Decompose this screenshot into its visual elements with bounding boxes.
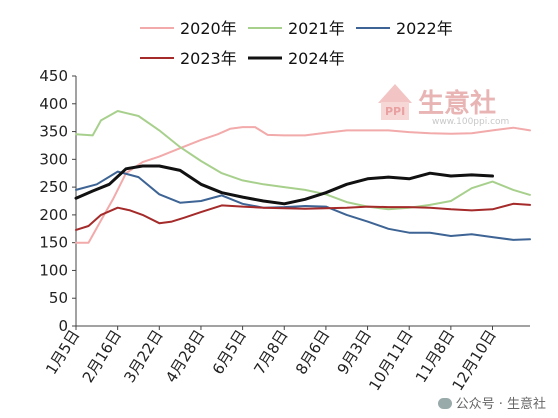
series-line-2024年	[74, 164, 494, 206]
y-tick-label: 350	[39, 123, 68, 141]
x-tick-label: 11月8日	[412, 327, 458, 386]
legend-label: 2021年	[288, 19, 345, 38]
watermark-brand: 生意社	[418, 88, 496, 119]
y-tick-label: 400	[39, 95, 68, 113]
x-tick-label: 4月28日	[162, 327, 208, 386]
footer-text: 公众号 · 生意社	[455, 397, 546, 412]
series-layer	[74, 110, 531, 244]
x-tick-label: 8月6日	[292, 327, 333, 378]
legend: 2020年 2021年 2022年 2023年 2024年	[140, 19, 453, 68]
x-tick-label: 9月3日	[334, 327, 375, 378]
wechat-icon	[437, 398, 452, 409]
y-tick-label: 150	[39, 234, 68, 252]
x-tick-label: 1月5日	[42, 327, 83, 378]
legend-label: 2024年	[288, 49, 345, 68]
footer-source: 公众号 · 生意社	[437, 393, 546, 412]
watermark-logo-icon	[378, 84, 412, 103]
x-tick-label: 3月22日	[120, 327, 166, 386]
y-tick-label: 50	[49, 289, 68, 307]
y-tick-label: 300	[39, 150, 68, 168]
x-tick-label: 7月8日	[250, 327, 291, 378]
legend-label: 2023年	[180, 49, 237, 68]
legend-label: 2020年	[180, 19, 237, 38]
y-tick-label: 0	[58, 317, 68, 335]
y-tick-label: 250	[39, 178, 68, 196]
x-tick-label: 2月16日	[79, 327, 125, 386]
watermark-logo-text: PPI	[385, 105, 405, 118]
watermark-url: www.100ppi.com	[432, 117, 509, 127]
series-line-2023年	[75, 202, 531, 231]
y-tick-label: 100	[39, 261, 68, 279]
watermark-logo-box	[381, 102, 409, 120]
series-line-2022年	[75, 170, 531, 241]
y-tick-label: 450	[39, 67, 68, 85]
series-line-2021年	[75, 110, 531, 211]
watermark: PPI 生意社 www.100ppi.com	[378, 84, 509, 127]
series-line-2020年	[75, 126, 531, 244]
y-tick-label: 200	[39, 206, 68, 224]
x-tick-label: 6月5日	[209, 327, 250, 378]
legend-label: 2022年	[396, 19, 453, 38]
